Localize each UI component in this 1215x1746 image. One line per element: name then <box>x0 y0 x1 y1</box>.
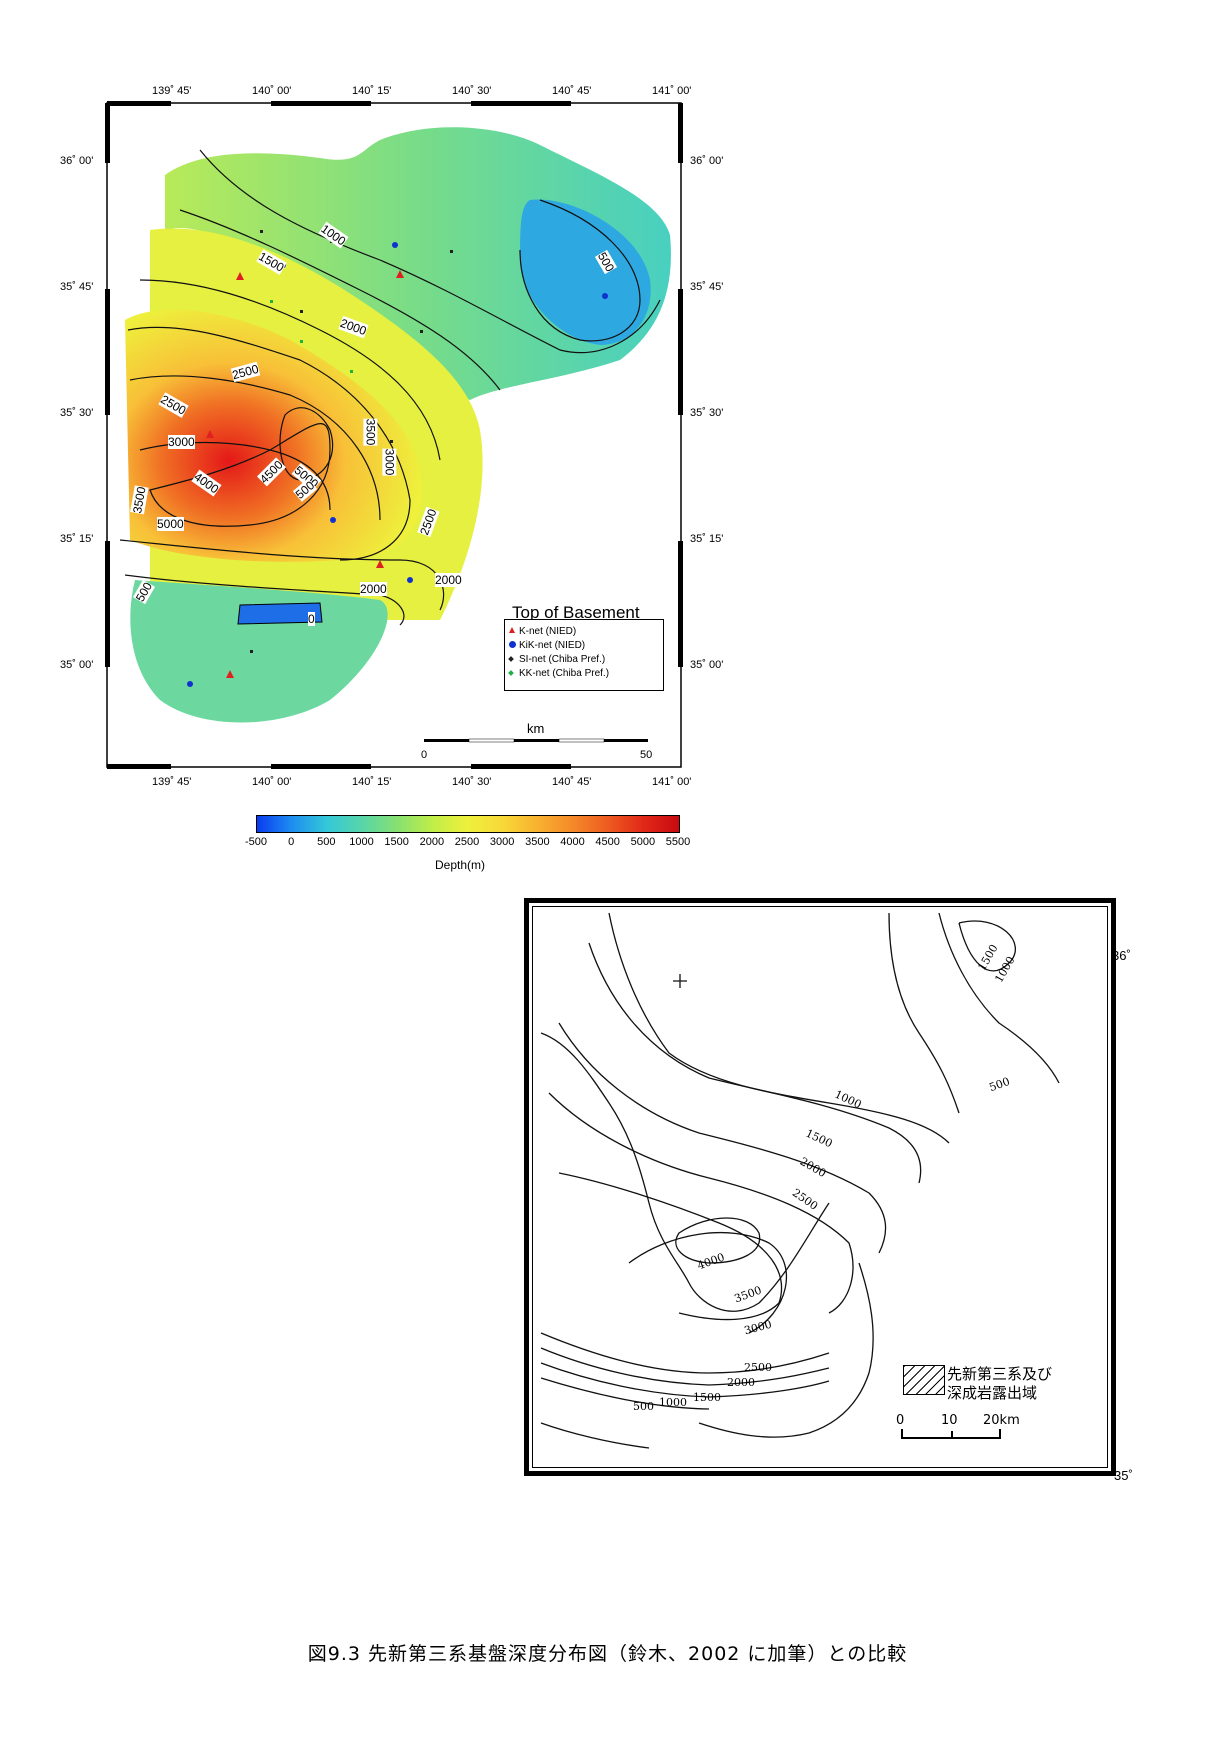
ref-lat-35: 35˚ <box>1114 1468 1133 1483</box>
lat-tick: 35˚ 30' <box>690 407 724 419</box>
contour-label: 1000 <box>659 1396 687 1409</box>
colorbar-tick: 5000 <box>630 836 656 848</box>
colorbar-tick: 2500 <box>454 836 480 848</box>
contour-label: 3500 <box>363 418 378 446</box>
scale-unit: km <box>527 721 545 736</box>
contour-label: 2500 <box>744 1361 772 1374</box>
south-basin-fill <box>130 580 388 723</box>
colorbar-tick: 4000 <box>560 836 585 848</box>
colorbar-tick: 3000 <box>489 836 515 848</box>
hatch-legend-swatch <box>903 1365 945 1395</box>
hatch-legend-line1: 先新第三系及び <box>947 1365 1053 1383</box>
colorbar-tick: 5500 <box>665 836 691 848</box>
hatch-legend-line2: 深成岩露出域 <box>947 1384 1038 1402</box>
contour-label: 5000 <box>157 517 184 531</box>
lon-tick: 140˚ 00' <box>252 776 292 788</box>
colorbar-tick: 0 <box>288 836 295 848</box>
south-blue-lobe <box>237 602 323 625</box>
reference-contour-map <box>540 912 1060 1449</box>
lat-tick: 35˚ 00' <box>60 659 94 671</box>
colorbar-tick: -500 <box>244 836 268 848</box>
lon-tick: 140˚ 45' <box>552 85 592 97</box>
lat-tick: 36˚ 00' <box>60 155 94 167</box>
ref-scale-end: 20km <box>983 1413 1020 1428</box>
legend-item: KiK-net (NIED) <box>509 640 585 652</box>
contour-label: 3000 <box>382 448 397 476</box>
east-low-fill <box>520 199 651 345</box>
lon-tick: 140˚ 00' <box>252 85 292 97</box>
reference-map: 1500 1000 500 1000 1500 2000 2500 4000 3… <box>524 898 1116 1476</box>
lat-tick: 35˚ 45' <box>60 281 94 293</box>
legend-item: SI-net (Chiba Pref.) <box>508 654 605 666</box>
colorbar-tick: 2000 <box>419 836 445 848</box>
lon-tick: 139˚ 45' <box>152 776 192 788</box>
black-diamond-icon <box>508 656 514 662</box>
lon-tick: 140˚ 45' <box>552 776 592 788</box>
lon-tick: 141˚ 00' <box>652 85 692 97</box>
lat-tick: 35˚ 30' <box>60 407 94 419</box>
ref-lat-36: 36˚ <box>1112 948 1131 963</box>
contour-label: 3000 <box>168 435 195 449</box>
lat-tick: 36˚ 00' <box>690 155 724 167</box>
top-scale-bar <box>424 738 648 743</box>
blue-circle-icon <box>509 641 516 648</box>
north-basin-fill <box>165 127 671 401</box>
lon-tick: 140˚ 15' <box>352 85 392 97</box>
colorbar-tick: 500 <box>317 836 336 848</box>
colorbar-strip <box>256 815 680 833</box>
lon-tick: 140˚ 15' <box>352 776 392 788</box>
figure-caption: 図9.3 先新第三系基盤深度分布図（鈴木、2002 に加筆）との比較 <box>307 1643 908 1665</box>
contour-label: 0 <box>308 612 315 626</box>
contour-label: 500 <box>633 1400 654 1413</box>
contour-label: 2000 <box>435 573 462 587</box>
lon-tick: 141˚ 00' <box>652 776 692 788</box>
ref-scale-mid: 10 <box>941 1413 958 1428</box>
lat-tick: 35˚ 15' <box>690 533 724 545</box>
contour-label: 1500 <box>693 1391 721 1404</box>
scale-end: 50 <box>640 749 653 761</box>
legend-item: K-net (NIED) <box>509 626 576 638</box>
colorbar-tick: 3500 <box>525 836 550 848</box>
colorbar-tick: 1000 <box>349 836 374 848</box>
frame-bars <box>105 101 683 769</box>
legend-item: KK-net (Chiba Pref.) <box>508 668 609 680</box>
lon-tick: 139˚ 45' <box>152 85 192 97</box>
contour-label: 2000 <box>727 1376 755 1389</box>
contour-label: 2000 <box>360 582 387 596</box>
lat-tick: 35˚ 15' <box>60 533 94 545</box>
scale-start: 0 <box>421 749 428 761</box>
deep-basin-fill <box>125 309 422 562</box>
map-title: Top of Basement <box>512 603 640 622</box>
colorbar-label: Depth(m) <box>435 858 486 872</box>
station-legend: K-net (NIED) KiK-net (NIED) SI-net (Chib… <box>504 619 664 691</box>
green-diamond-icon <box>508 670 514 676</box>
colorbar-tick: 4500 <box>595 836 620 848</box>
top-map: 139˚ 45' 140˚ 00' 140˚ 15' 140˚ 30' 140˚… <box>0 0 1215 800</box>
colorbar-tick: 1500 <box>384 836 409 848</box>
lon-tick: 140˚ 30' <box>452 85 492 97</box>
ref-scale-start: 0 <box>896 1413 905 1428</box>
lat-tick: 35˚ 45' <box>690 281 724 293</box>
lat-tick: 35˚ 00' <box>690 659 724 671</box>
red-triangle-icon <box>509 627 515 633</box>
lon-tick: 140˚ 30' <box>452 776 492 788</box>
